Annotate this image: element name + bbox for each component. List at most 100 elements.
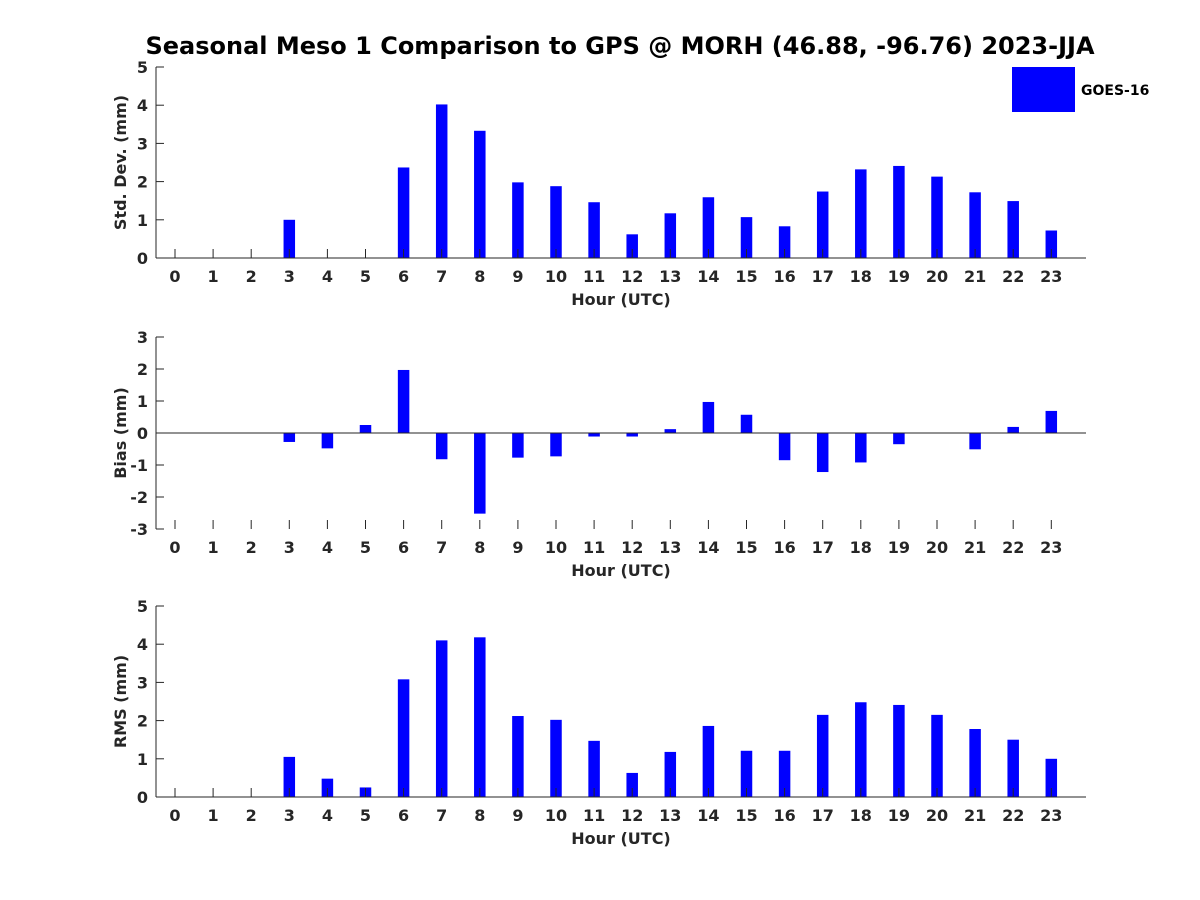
std-dev-bar-6	[397, 167, 410, 258]
bias-x-tick-label: 11	[583, 538, 605, 557]
std-dev-x-tick-label: 22	[1002, 267, 1024, 286]
bias-bar-17	[816, 433, 829, 473]
legend-label: GOES-16	[1081, 83, 1149, 99]
bias-x-tick-label: 0	[169, 538, 180, 557]
rms-x-tick-label: 13	[659, 806, 681, 825]
rms-x-tick-label: 17	[812, 806, 834, 825]
bias-x-tick-label: 15	[735, 538, 757, 557]
std-dev-x-tick-label: 6	[398, 267, 409, 286]
rms-x-tick-label: 9	[512, 806, 523, 825]
rms-y-tick-label: 0	[137, 788, 148, 807]
std-dev-bar-20	[931, 176, 943, 258]
bias-bar-3	[283, 433, 296, 442]
std-dev-x-tick-label: 20	[926, 267, 948, 286]
bias-bar-19	[893, 433, 905, 445]
bias-x-label: Hour (UTC)	[571, 561, 671, 580]
rms-y-tick-label: 3	[137, 673, 148, 692]
std-dev-bar-23	[1045, 230, 1058, 258]
rms-x-tick-label: 19	[888, 806, 910, 825]
rms-x-tick-label: 20	[926, 806, 948, 825]
bias-bar-8	[474, 433, 486, 514]
rms-x-tick-label: 6	[398, 806, 409, 825]
std-dev-y-tick-label: 1	[137, 211, 148, 230]
std-dev-x-tick-label: 8	[474, 267, 485, 286]
rms-x-tick-label: 14	[697, 806, 719, 825]
bias-x-tick-label: 18	[850, 538, 872, 557]
rms-x-tick-label: 12	[621, 806, 643, 825]
std-dev-y-tick-label: 4	[137, 96, 148, 115]
rms-bar-17	[816, 714, 829, 797]
std-dev-y-tick-label: 5	[137, 58, 148, 77]
bias-bar-23	[1045, 410, 1058, 433]
bias-bar-9	[512, 433, 524, 458]
std-dev-x-tick-label: 23	[1040, 267, 1062, 286]
bias-x-tick-label: 6	[398, 538, 409, 557]
rms-y-label: RMS (mm)	[111, 655, 130, 748]
std-dev-y-label: Std. Dev. (mm)	[111, 95, 130, 230]
bias-x-tick-label: 21	[964, 538, 986, 557]
bias-x-tick-label: 3	[284, 538, 295, 557]
rms-x-tick-label: 11	[583, 806, 605, 825]
std-dev-x-tick-label: 14	[697, 267, 719, 286]
rms-bar-7	[435, 640, 448, 797]
std-dev-x-tick-label: 13	[659, 267, 681, 286]
bias-bar-11	[588, 433, 600, 437]
rms-y-tick-label: 2	[137, 712, 148, 731]
bias-x-tick-label: 17	[812, 538, 834, 557]
rms-bar-19	[893, 704, 905, 797]
rms-bar-4	[321, 778, 334, 797]
rms-x-label: Hour (UTC)	[571, 829, 671, 848]
std-dev-x-tick-label: 4	[322, 267, 333, 286]
std-dev-bar-3	[283, 219, 296, 258]
std-dev-y-tick-label: 2	[137, 173, 148, 192]
bias-bar-15	[740, 414, 753, 433]
rms-x-tick-label: 18	[850, 806, 872, 825]
rms-x-tick-label: 16	[773, 806, 795, 825]
rms-bar-22	[1007, 739, 1019, 797]
std-dev-bar-21	[969, 192, 981, 258]
std-dev-bar-17	[816, 191, 829, 258]
std-dev-x-tick-label: 1	[208, 267, 219, 286]
rms-x-tick-label: 10	[545, 806, 567, 825]
rms-bar-9	[512, 716, 524, 797]
rms-bar-18	[855, 702, 867, 797]
rms-bar-3	[283, 756, 296, 797]
std-dev-x-tick-label: 10	[545, 267, 567, 286]
rms-y-tick-label: 4	[137, 635, 148, 654]
std-dev-bar-19	[893, 165, 905, 258]
rms-bar-6	[397, 679, 410, 797]
bias-x-tick-label: 13	[659, 538, 681, 557]
bias-bar-7	[435, 433, 448, 460]
rms-x-tick-label: 2	[246, 806, 257, 825]
rms-bar-10	[550, 719, 562, 797]
std-dev-x-label: Hour (UTC)	[571, 290, 671, 309]
std-dev-bar-18	[855, 169, 867, 258]
bias-x-tick-label: 19	[888, 538, 910, 557]
rms-bar-23	[1045, 758, 1058, 797]
rms-x-tick-label: 5	[360, 806, 371, 825]
bias-x-tick-label: 20	[926, 538, 948, 557]
rms-x-tick-label: 0	[169, 806, 180, 825]
bias-x-tick-label: 22	[1002, 538, 1024, 557]
bias-y-tick-label: 2	[137, 360, 148, 379]
bias-x-tick-label: 12	[621, 538, 643, 557]
std-dev-bar-22	[1007, 201, 1019, 258]
bias-x-tick-label: 7	[436, 538, 447, 557]
rms-bar-16	[778, 750, 791, 797]
bias-x-tick-label: 14	[697, 538, 719, 557]
bias-bar-13	[664, 429, 677, 433]
rms-bar-14	[702, 725, 715, 797]
std-dev-y-tick-label: 0	[137, 249, 148, 268]
bias-x-tick-label: 9	[512, 538, 523, 557]
bias-y-tick-label: -2	[130, 488, 148, 507]
std-dev-x-tick-label: 0	[169, 267, 180, 286]
std-dev-x-tick-label: 21	[964, 267, 986, 286]
rms-bar-21	[969, 729, 981, 797]
rms-x-tick-label: 1	[208, 806, 219, 825]
rms-y-tick-label: 5	[137, 597, 148, 616]
bias-x-tick-label: 10	[545, 538, 567, 557]
bias-x-tick-label: 8	[474, 538, 485, 557]
std-dev-bar-8	[474, 130, 486, 258]
std-dev-x-tick-label: 3	[284, 267, 295, 286]
